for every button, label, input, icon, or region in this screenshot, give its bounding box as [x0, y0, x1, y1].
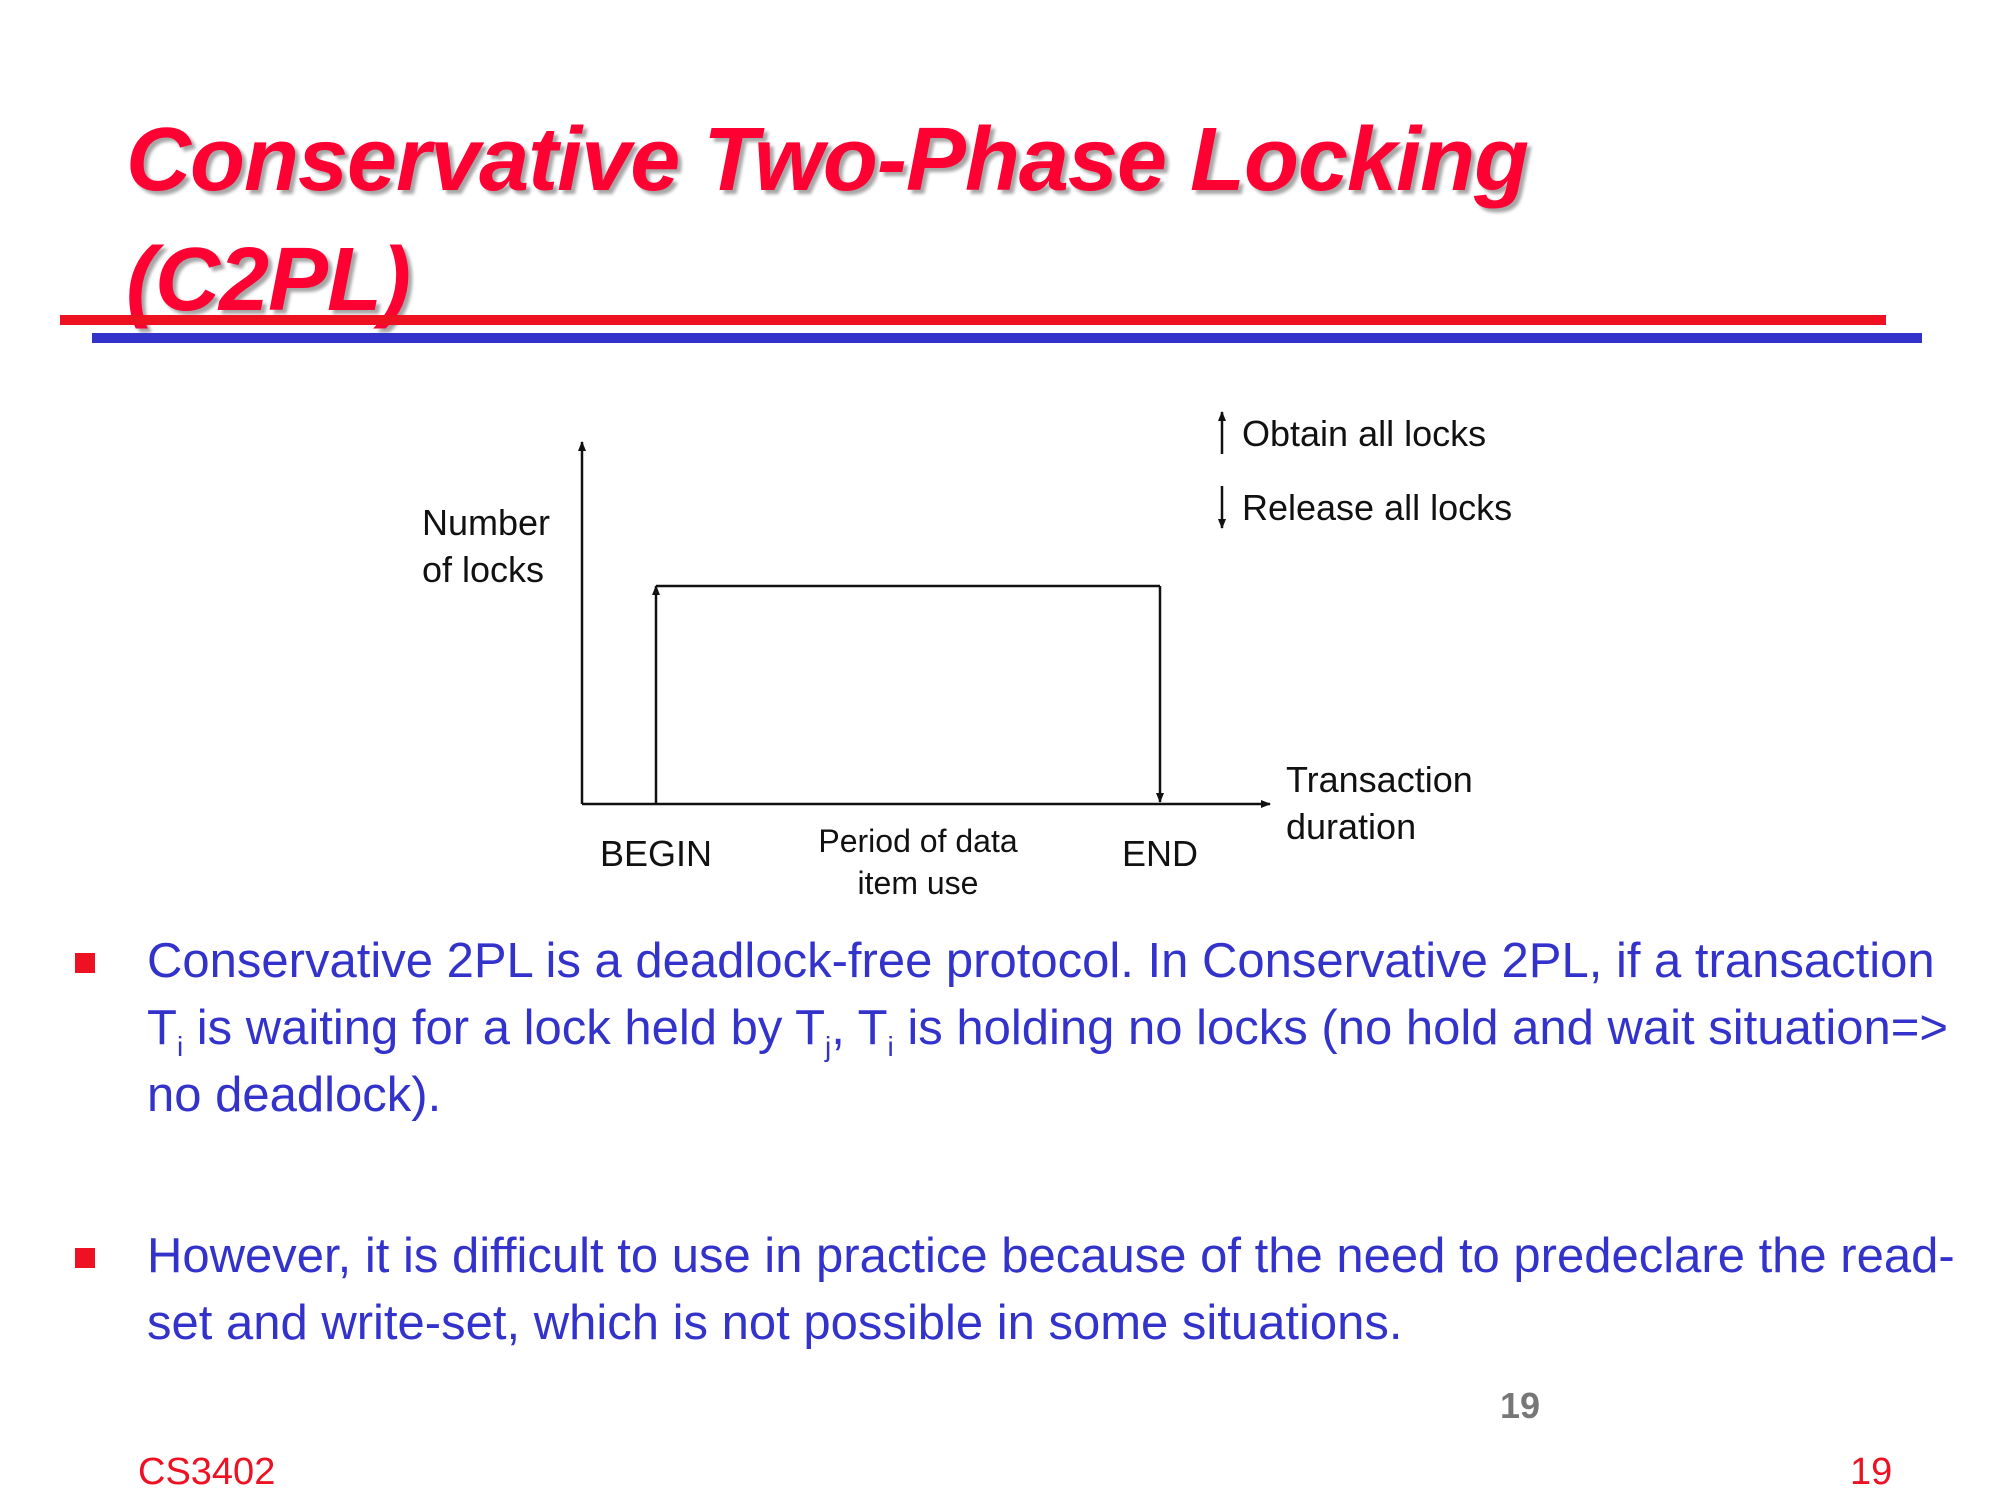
title-underline-red [60, 315, 1886, 325]
bullet-list: Conservative 2PL is a deadlock-free prot… [72, 928, 1972, 1451]
slide-page-number: 19 [1850, 1451, 1893, 1493]
end-label: END [1122, 833, 1198, 874]
c2pl-diagram: Number of locks Transaction duration BEG… [422, 411, 1512, 901]
bullet-deadlock-free: Conservative 2PL is a deadlock-free prot… [72, 928, 1972, 1129]
course-code: CS3402 [138, 1451, 276, 1493]
bullet1-text-3: , T [831, 1001, 888, 1055]
inner-page-number: 19 [1500, 1385, 1541, 1426]
legend-obtain-label: Obtain all locks [1242, 413, 1486, 454]
legend-release-label: Release all locks [1242, 487, 1512, 528]
period-label-line-1: Period of data [818, 823, 1017, 859]
bullet1-text-2: is waiting for a lock held by T [183, 1001, 826, 1055]
y-axis-label-line-1: Number [422, 502, 550, 543]
title-line-2: (C2PL) [126, 230, 411, 330]
bullet1-text-4: is holding no locks (no hold and wait si… [147, 1001, 1948, 1122]
title-line-1: Conservative Two-Phase Locking [126, 110, 1529, 210]
x-axis-label-line-1: Transaction [1286, 759, 1473, 800]
x-axis-label-line-2: duration [1286, 806, 1416, 847]
bullet-marker [75, 953, 95, 973]
bullet1-text-1: Conservative 2PL is a deadlock-free prot… [147, 934, 1935, 1055]
title-underline-blue [92, 333, 1922, 343]
begin-label: BEGIN [600, 833, 712, 874]
subscript-i: i [176, 1031, 184, 1062]
bullet-marker [75, 1248, 95, 1268]
bullet2-text: However, it is difficult to use in pract… [147, 1229, 1955, 1350]
y-axis-label-line-2: of locks [422, 549, 544, 590]
subscript-i-2: i [887, 1031, 894, 1062]
slide-title: Conservative Two-Phase Locking (C2PL) [126, 100, 1886, 340]
bullet-practice-difficulty: However, it is difficult to use in pract… [72, 1223, 1972, 1357]
period-label-line-2: item use [858, 865, 979, 901]
subscript-j: j [825, 1031, 832, 1062]
